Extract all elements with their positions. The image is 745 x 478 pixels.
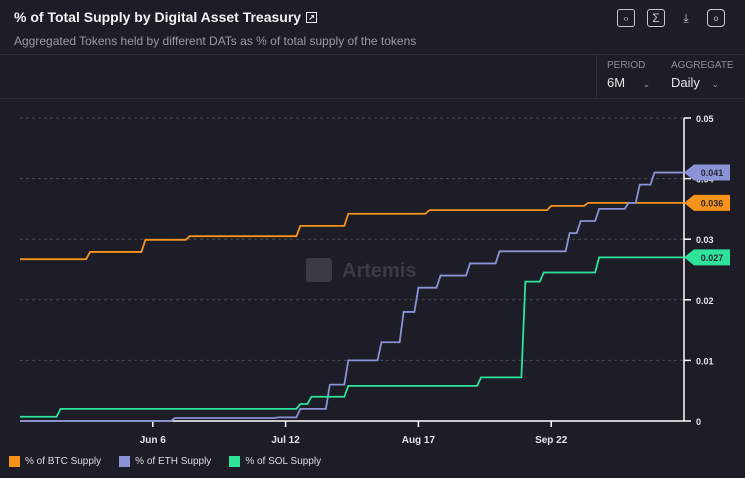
- divider: [0, 54, 745, 55]
- period-label: PERIOD: [607, 60, 646, 71]
- camera-icon[interactable]: o: [707, 9, 725, 27]
- y-tick-label: 0.02: [696, 296, 714, 306]
- series-line-2: [20, 256, 684, 418]
- download-icon[interactable]: ⤓: [683, 10, 689, 25]
- aggregate-select[interactable]: AGGREGATE Daily ⌄: [671, 60, 734, 90]
- x-tick-label: Aug 17: [402, 435, 436, 446]
- embed-icon[interactable]: ‹›: [617, 9, 635, 27]
- last-value-label: 0.041: [701, 168, 724, 178]
- divider: [596, 55, 597, 98]
- chart-subtitle: Aggregated Tokens held by different DATs…: [14, 34, 417, 48]
- legend-label: % of SOL Supply: [245, 456, 322, 467]
- period-value: 6M: [607, 75, 626, 90]
- aggregate-label: AGGREGATE: [671, 60, 734, 71]
- y-tick-label: 0: [696, 417, 701, 427]
- x-tick-label: Sep 22: [535, 435, 568, 446]
- x-tick-label: Jun 6: [140, 435, 167, 446]
- divider: [0, 98, 745, 99]
- series-line-1: [20, 171, 684, 422]
- y-tick-label: 0.01: [696, 356, 714, 366]
- y-tick-label: 0.05: [696, 114, 714, 124]
- watermark-logo: [306, 258, 332, 282]
- last-value-label: 0.036: [701, 198, 724, 208]
- last-value-label: 0.027: [701, 253, 724, 263]
- aggregate-value: Daily: [671, 75, 700, 90]
- external-link-icon[interactable]: ↗: [306, 11, 318, 23]
- chart-title: % of Total Supply by Digital Asset Treas…: [14, 9, 318, 25]
- y-tick-label: 0.03: [696, 235, 714, 245]
- legend-item[interactable]: % of SOL Supply: [229, 456, 321, 467]
- legend-label: % of BTC Supply: [25, 456, 102, 467]
- legend-swatch: [9, 456, 20, 467]
- legend: % of BTC Supply % of ETH Supply % of SOL S…: [9, 456, 321, 467]
- last-value-badge: [684, 249, 730, 266]
- legend-swatch: [229, 456, 241, 467]
- x-tick-label: Jul 12: [271, 435, 300, 446]
- legend-item[interactable]: % of ETH Supply: [119, 456, 211, 467]
- legend-item[interactable]: % of BTC Supply: [9, 456, 101, 467]
- watermark-text: Artemis: [342, 260, 416, 282]
- chevron-down-icon: ⌄: [642, 79, 651, 89]
- last-value-badge: [684, 164, 730, 181]
- period-select[interactable]: PERIOD 6M ⌄: [607, 60, 650, 90]
- chevron-down-icon: ⌄: [711, 79, 720, 89]
- legend-swatch: [119, 456, 131, 467]
- series-line-0: [20, 201, 684, 261]
- legend-label: % of ETH Supply: [135, 456, 212, 467]
- last-value-badge: [684, 194, 730, 211]
- sigma-icon[interactable]: Σ: [647, 9, 665, 27]
